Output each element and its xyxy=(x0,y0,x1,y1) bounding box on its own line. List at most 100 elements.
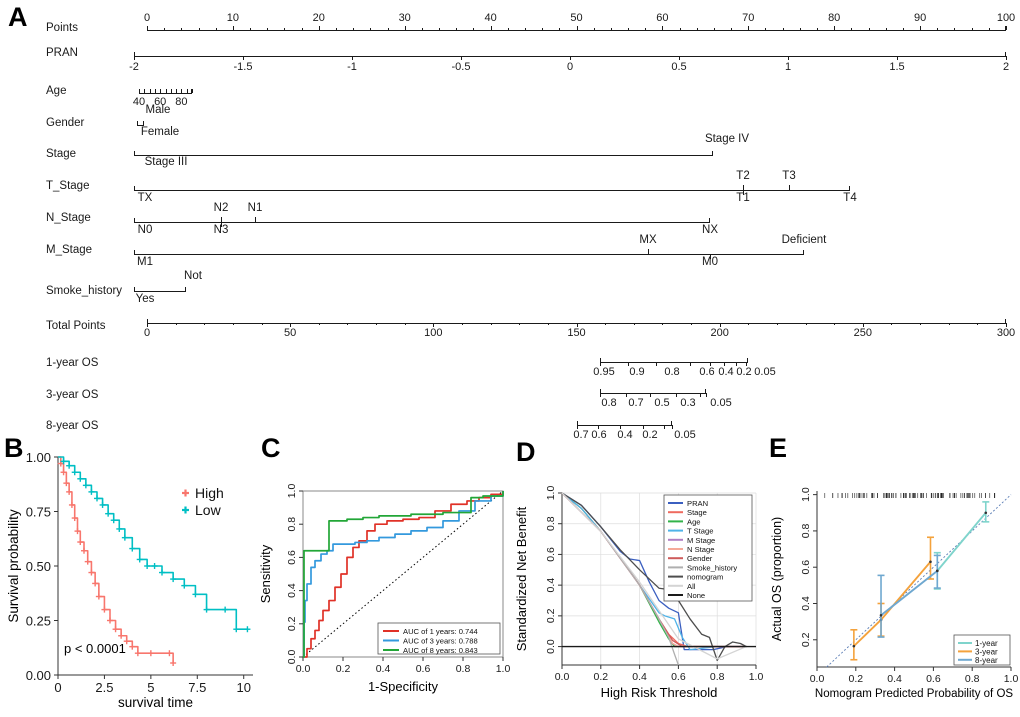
panel-letter-e: E xyxy=(769,433,788,463)
stage-axis xyxy=(134,155,713,156)
svg-text:Standardized Net Benefit: Standardized Net Benefit xyxy=(514,506,529,651)
svg-text:nomogram: nomogram xyxy=(687,573,723,582)
points-tick-label-90: 90 xyxy=(913,12,927,24)
os1-tick-label-4: 0.4 xyxy=(718,366,734,378)
pran-tick-label-1: -1.5 xyxy=(233,61,253,73)
os3-tick-0 xyxy=(600,393,601,397)
total-points-minor-tick xyxy=(261,323,263,325)
pran-axis-cap-left xyxy=(134,52,135,56)
points-tick-50 xyxy=(576,26,578,30)
points-minor-tick xyxy=(782,28,784,30)
svg-text:Smoke_history: Smoke_history xyxy=(687,563,737,572)
total-points-tick-label-50: 50 xyxy=(284,327,297,339)
nomogram-row-label-pran: PRAN xyxy=(46,47,78,59)
mstage-label-mx: MX xyxy=(639,234,657,246)
points-tick-label-100: 100 xyxy=(996,12,1016,24)
mstage-label-deficient: Deficient xyxy=(781,234,827,246)
pran-tick-4 xyxy=(570,56,571,60)
total-points-minor-tick xyxy=(490,323,492,325)
age-axis-cap-right xyxy=(191,89,192,93)
os1-tick-label-1: 0.9 xyxy=(629,366,645,378)
points-minor-tick xyxy=(164,28,166,30)
total-points-minor-tick xyxy=(920,323,922,325)
os8-tick-0 xyxy=(577,425,578,429)
svg-text:AUC of 1 years: 0.744: AUC of 1 years: 0.744 xyxy=(403,627,478,636)
svg-text:0: 0 xyxy=(54,680,61,695)
total-points-minor-tick xyxy=(204,323,206,325)
os3-tick-1 xyxy=(626,393,627,397)
decision-curve-chart: 0.0 0.2 0.4 0.6 0.8 1.0 0.0 0.2 0.4 0.6 0.8 1.0 High… xyxy=(514,486,763,700)
total-points-minor-tick xyxy=(605,323,607,325)
mstage-tick-mx xyxy=(648,249,649,254)
os8-tick-label-4: 0.05 xyxy=(674,429,696,441)
svg-text:1.0: 1.0 xyxy=(545,486,557,501)
svg-text:0.2: 0.2 xyxy=(800,632,812,647)
svg-text:Age: Age xyxy=(687,517,701,526)
svg-text:High: High xyxy=(195,485,224,501)
total-points-minor-tick xyxy=(805,323,807,325)
points-minor-tick xyxy=(971,28,973,30)
os1-tick-2 xyxy=(656,362,657,366)
svg-text:N Stage: N Stage xyxy=(687,545,714,554)
pran-tick-0 xyxy=(134,56,135,60)
os1-tick-7 xyxy=(746,362,747,366)
total-points-tick-label-250: 250 xyxy=(853,327,873,339)
svg-text:0.0: 0.0 xyxy=(286,650,298,665)
os3-tick-label-1: 0.7 xyxy=(628,397,644,409)
svg-text:0.8: 0.8 xyxy=(286,517,298,532)
svg-text:None: None xyxy=(687,591,705,600)
nomogram-row-label-total-points: Total Points xyxy=(46,320,106,332)
nomogram-row-label-mstage: M_Stage xyxy=(46,244,93,256)
pran-tick-8 xyxy=(1006,56,1007,60)
stage-label-iv: Stage IV xyxy=(704,133,750,145)
points-minor-tick xyxy=(645,28,647,30)
total-points-minor-tick xyxy=(748,323,750,325)
nomogram-row-label-os8: 8-year OS xyxy=(46,420,99,432)
tstage-tick-t2 xyxy=(743,185,744,190)
total-points-minor-tick xyxy=(633,323,635,325)
total-points-minor-tick xyxy=(776,323,778,325)
gender-label-female: Female xyxy=(140,126,180,138)
nstage-label-n2: N2 xyxy=(213,202,229,214)
total-points-minor-tick xyxy=(318,323,320,325)
points-axis-cap-right xyxy=(1005,26,1006,30)
nstage-label-nx: NX xyxy=(702,224,718,236)
os8-tick-3 xyxy=(643,425,644,429)
points-minor-tick xyxy=(954,28,956,30)
svg-text:0.4: 0.4 xyxy=(286,583,298,598)
nomogram-panel: A Points PRAN Age Gender Stage T_Stage N… xyxy=(8,4,1016,442)
svg-text:0.2: 0.2 xyxy=(336,663,351,675)
os1-axis xyxy=(600,362,748,363)
nomogram-row-label-smoke: Smoke_history xyxy=(46,285,123,297)
age-minor-tick-45 xyxy=(144,89,146,93)
nstage-tick-n2 xyxy=(221,217,222,222)
points-minor-tick xyxy=(713,28,715,30)
os3-axis xyxy=(600,393,706,394)
os3-tick-label-3: 0.3 xyxy=(680,397,696,409)
svg-text:0.4: 0.4 xyxy=(800,596,812,611)
mstage-axis xyxy=(134,254,804,255)
total-points-tick-200 xyxy=(719,323,721,327)
age-minor-tick-75 xyxy=(176,89,178,93)
svg-text:0.2: 0.2 xyxy=(848,673,863,685)
os1-tick-1 xyxy=(628,362,629,366)
svg-text:0.2: 0.2 xyxy=(286,616,298,631)
points-minor-tick xyxy=(473,28,475,30)
svg-text:1.0: 1.0 xyxy=(286,484,298,499)
stage-axis-cap-right xyxy=(712,151,713,155)
points-minor-tick xyxy=(696,28,698,30)
mstage-axis-cap-right xyxy=(803,250,804,254)
points-tick-100 xyxy=(1006,26,1007,30)
smoke-label-not: Not xyxy=(184,270,202,282)
os8-tick-4 xyxy=(664,425,665,429)
points-minor-tick xyxy=(439,28,441,30)
tstage-axis-cap-left xyxy=(134,186,135,190)
points-tick-label-70: 70 xyxy=(742,12,755,24)
total-points-minor-tick xyxy=(834,323,836,325)
os3-tick-label-4: 0.05 xyxy=(710,397,732,409)
os1-tick-label-0: 0.95 xyxy=(593,366,615,378)
os8-tick-label-3: 0.2 xyxy=(642,429,658,441)
smoke-axis xyxy=(134,291,186,292)
svg-text:0.8: 0.8 xyxy=(545,516,557,531)
total-points-minor-tick xyxy=(948,323,950,325)
